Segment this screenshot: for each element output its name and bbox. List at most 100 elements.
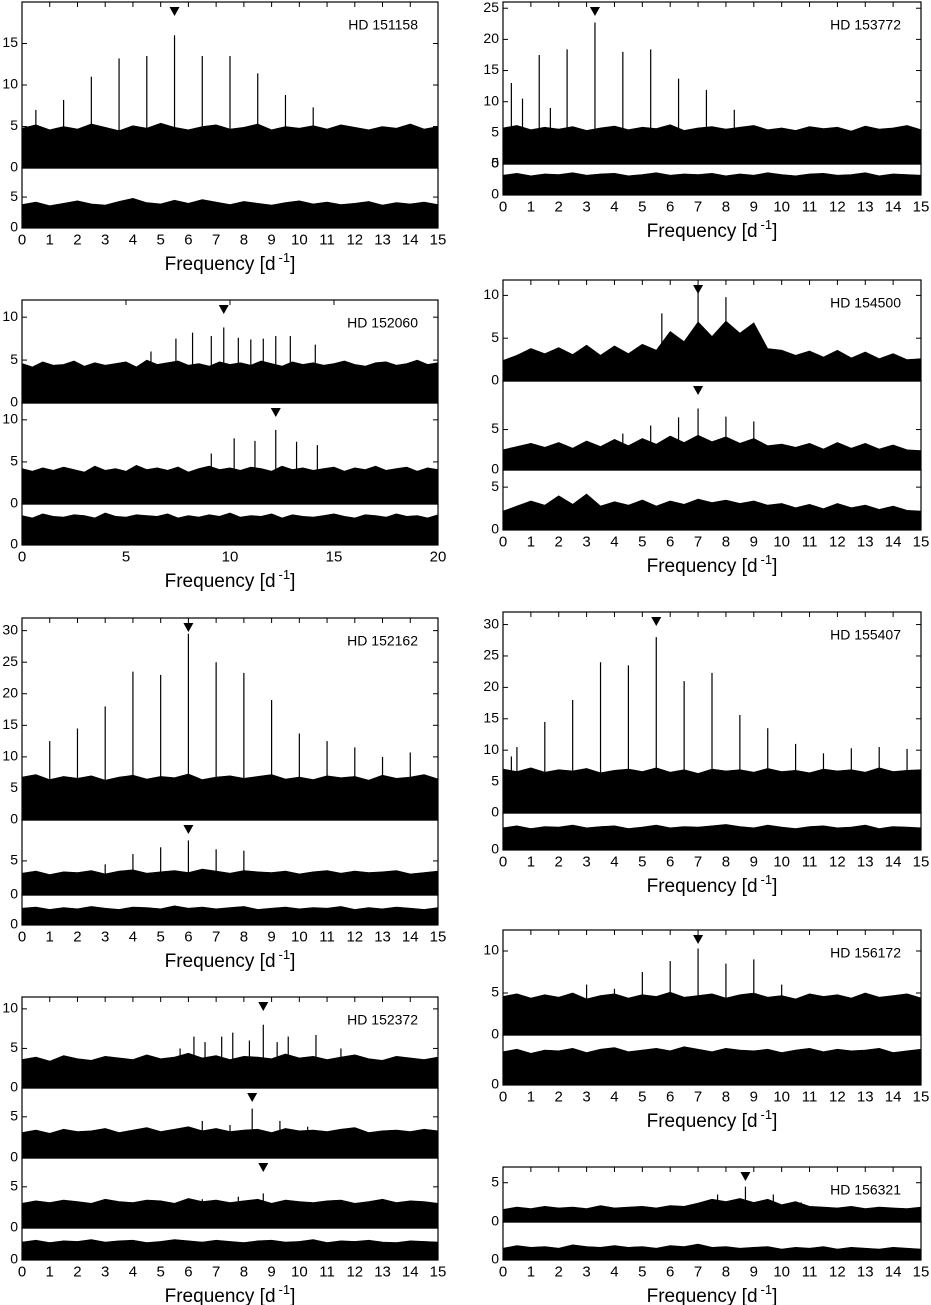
x-axis-label-sup: -1 — [279, 1282, 291, 1297]
x-tick-label: 13 — [857, 198, 874, 215]
x-tick-label: 7 — [694, 1263, 702, 1280]
x-tick-label: 15 — [913, 198, 930, 215]
x-tick-label: 3 — [101, 231, 109, 248]
x-tick-label: 7 — [694, 1088, 702, 1105]
noise-area — [503, 991, 921, 1035]
frequency-marker — [258, 1163, 269, 1172]
x-tick-label: 13 — [857, 1263, 874, 1280]
x-axis-label-sup: -1 — [761, 552, 773, 567]
y-tick-label: 0 — [10, 1079, 18, 1095]
noise-area — [22, 1198, 438, 1228]
x-tick-label: 14 — [885, 853, 902, 870]
frequency-marker — [183, 825, 194, 834]
x-tick-label: 8 — [240, 928, 248, 945]
panel-frame — [21, 894, 439, 926]
x-tick-label: 13 — [374, 928, 391, 945]
x-axis-label: Frequency [d -1] — [165, 567, 296, 592]
x-axis-label: Frequency [d -1] — [165, 947, 296, 972]
x-tick-label: 9 — [267, 1263, 275, 1280]
x-axis-label-sup: -1 — [761, 1282, 773, 1297]
x-axis-label-end: ] — [290, 951, 295, 972]
panel — [22, 1239, 438, 1260]
panel — [22, 1193, 438, 1228]
panel — [503, 408, 921, 470]
panel-title: HD 155407 — [830, 627, 901, 643]
x-tick-label: 5 — [638, 853, 646, 870]
x-axis-label-end: ] — [290, 571, 295, 592]
x-tick-label: 0 — [18, 928, 26, 945]
noise-area — [503, 434, 921, 470]
x-axis-label-sup: -1 — [761, 217, 773, 232]
panel-title: HD 153772 — [830, 17, 901, 33]
x-tick-label: 12 — [346, 1263, 363, 1280]
panel-title: HD 152162 — [347, 633, 418, 649]
x-axis-label-end: ] — [772, 1286, 777, 1305]
noise-area — [22, 905, 438, 925]
y-tick-label: 10 — [2, 748, 18, 764]
y-tick-label: 10 — [483, 286, 499, 302]
x-tick-label: 2 — [555, 533, 563, 550]
panel — [22, 1024, 438, 1088]
x-tick-label: 1 — [46, 231, 54, 248]
panel — [503, 22, 921, 164]
x-axis-label-text: Frequency [d — [165, 1286, 276, 1305]
panel — [22, 327, 438, 403]
x-axis-label-end: ] — [290, 1286, 295, 1305]
y-tick-label: 5 — [491, 155, 499, 171]
y-tick-label: 5 — [10, 453, 18, 469]
x-tick-label: 1 — [46, 1263, 54, 1280]
panel-frame — [21, 167, 439, 229]
panel — [503, 1186, 921, 1222]
frequency-marker — [693, 285, 704, 294]
x-axis-label-text: Frequency [d — [647, 556, 758, 577]
y-tick-label: 5 — [10, 351, 18, 367]
x-tick-label: 4 — [129, 1263, 137, 1280]
y-tick-label: 10 — [483, 92, 499, 108]
x-tick-label: 15 — [913, 1088, 930, 1105]
x-tick-label: 14 — [402, 231, 419, 248]
x-tick-label: 4 — [610, 198, 618, 215]
x-tick-label: 5 — [156, 1263, 164, 1280]
x-tick-label: 7 — [694, 533, 702, 550]
x-tick-label: 5 — [122, 548, 130, 565]
frequency-marker — [740, 1172, 751, 1181]
x-tick-label: 11 — [802, 1263, 818, 1280]
y-tick-label: 0 — [10, 1219, 18, 1235]
x-tick-label: 11 — [802, 853, 818, 870]
y-tick-label: 0 — [10, 886, 18, 902]
x-tick-label: 5 — [638, 198, 646, 215]
x-tick-label: 10 — [222, 548, 239, 565]
y-tick-label: 0 — [491, 155, 499, 171]
x-tick-label: 13 — [857, 853, 874, 870]
x-tick-label: 7 — [694, 853, 702, 870]
frequency-marker — [693, 935, 704, 944]
x-tick-label: 1 — [46, 928, 54, 945]
x-axis-label-text: Frequency [d — [165, 951, 276, 972]
x-tick-label: 8 — [240, 231, 248, 248]
x-axis-label-text: Frequency [d — [165, 254, 276, 275]
x-tick-label: 6 — [666, 533, 674, 550]
x-tick-label: 5 — [638, 1263, 646, 1280]
x-tick-label: 10 — [773, 1263, 790, 1280]
panel — [22, 840, 438, 895]
noise-area — [22, 359, 438, 403]
x-axis-label-text: Frequency [d — [647, 1111, 758, 1132]
frequency-marker — [651, 617, 662, 626]
noise-area — [503, 172, 921, 195]
x-tick-label: 4 — [610, 853, 618, 870]
x-axis-label-sup: -1 — [761, 872, 773, 887]
x-tick-label: 5 — [156, 231, 164, 248]
noise-area — [503, 1198, 921, 1222]
x-tick-label: 15 — [913, 533, 930, 550]
x-axis-label: Frequency [d -1] — [647, 872, 778, 897]
x-tick-label: 2 — [555, 198, 563, 215]
y-tick-label: 0 — [10, 1251, 18, 1267]
panel-frame — [502, 812, 922, 851]
x-tick-label: 12 — [829, 853, 846, 870]
x-tick-label: 3 — [582, 198, 590, 215]
y-tick-label: 0 — [491, 1076, 499, 1092]
panel-title: HD 152060 — [347, 315, 418, 331]
y-tick-label: 20 — [483, 30, 499, 46]
y-tick-label: 5 — [491, 984, 499, 1000]
